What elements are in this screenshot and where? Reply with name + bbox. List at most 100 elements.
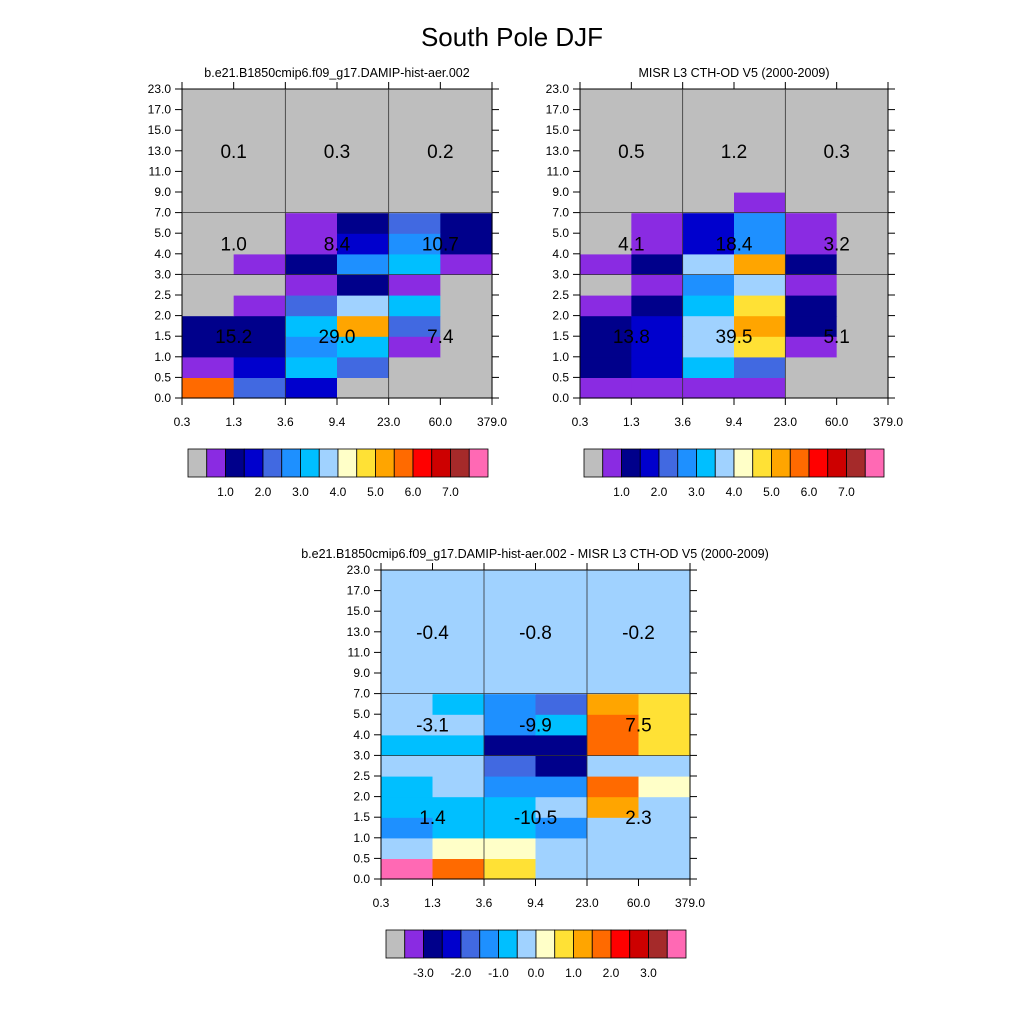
heatmap-cell [535, 734, 588, 756]
heatmap-cell [580, 377, 632, 399]
heatmap-cell [484, 858, 537, 880]
y-tick-label: 7.0 [154, 206, 171, 220]
heatmap-cell [337, 89, 390, 111]
heatmap-cell [785, 171, 838, 193]
group-value-label: 4.1 [618, 235, 644, 256]
heatmap-cell [182, 150, 235, 172]
heatmap-cell [337, 377, 390, 399]
heatmap-cell [233, 233, 286, 255]
heatmap-cell [440, 295, 493, 317]
colorbar-swatch [243, 448, 264, 478]
colorbar-label: 2.0 [651, 485, 668, 499]
heatmap-cell [535, 776, 588, 798]
heatmap-cell [631, 315, 684, 337]
x-tick-label: 9.4 [726, 415, 743, 429]
heatmap-cell [785, 274, 838, 296]
y-tick-label: 5.0 [353, 707, 370, 721]
y-tick-label: 23.0 [148, 82, 172, 96]
heatmap-cell [535, 631, 588, 653]
group-value-label: 13.8 [613, 327, 650, 348]
colorbar-swatch [356, 448, 376, 478]
y-tick-label: 13.0 [347, 625, 371, 639]
x-tick-label: 0.3 [373, 896, 390, 910]
y-tick-label: 17.0 [148, 103, 172, 117]
heatmap-cell [785, 315, 838, 337]
heatmap-cell [381, 837, 434, 859]
colorbar-swatch [385, 929, 406, 959]
heatmap-cell [631, 336, 684, 358]
colorbar-swatch [187, 448, 208, 478]
y-tick-label: 3.0 [552, 267, 569, 281]
heatmap-cell [182, 253, 235, 275]
heatmap-cell [631, 356, 684, 378]
heatmap-cell [182, 356, 235, 378]
heatmap-cell [580, 130, 632, 152]
y-tick-label: 17.0 [546, 103, 570, 117]
heatmap-cell [388, 150, 441, 172]
x-tick-label: 23.0 [575, 896, 599, 910]
heatmap-cell [638, 631, 691, 653]
heatmap-cell [432, 714, 485, 736]
heatmap-cell [836, 171, 889, 193]
x-tick-label: 60.0 [627, 896, 651, 910]
y-tick-label: 0.5 [552, 370, 569, 384]
colorbar-swatch [460, 929, 481, 959]
heatmap-cell [182, 171, 235, 193]
heatmap-cell [638, 796, 691, 818]
heatmap-cell [484, 673, 537, 695]
colorbar: -3.0 -2.0 -1.0 0.0 1.0 2.0 3.0 [385, 929, 687, 980]
heatmap-cell [388, 315, 441, 337]
y-tick-label: 1.0 [353, 831, 370, 845]
heatmap-cell [182, 130, 235, 152]
group-value-label: 10.7 [422, 235, 459, 256]
heatmap-cell [631, 89, 684, 111]
heatmap-cell [440, 274, 493, 296]
heatmap-cell [233, 171, 286, 193]
colorbar-swatch [573, 929, 593, 959]
heatmap-cell [535, 570, 588, 592]
heatmap-cell [638, 652, 691, 674]
heatmap-cell [388, 233, 441, 255]
heatmap-cell [580, 336, 632, 358]
group-value-label: 8.4 [324, 235, 351, 256]
y-tick-label: 23.0 [347, 563, 371, 577]
heatmap-cell [580, 253, 632, 275]
heatmap-cell [285, 109, 338, 131]
heatmap-cell [285, 356, 338, 378]
heatmap-cell [587, 693, 640, 715]
heatmap-cell [638, 673, 691, 695]
heatmap-cell [337, 192, 390, 214]
heatmap-cell [631, 253, 684, 275]
heatmap-cell [580, 356, 632, 378]
heatmap-cell [785, 295, 838, 317]
group-value-label: 7.5 [625, 716, 651, 737]
group-value-label: 5.1 [823, 327, 849, 348]
heatmap-cell [440, 336, 493, 358]
group-value-label: -3.1 [416, 716, 449, 737]
heatmap-cell [682, 89, 735, 111]
group-value-label: 39.5 [716, 327, 753, 348]
colorbar-swatch [591, 929, 612, 959]
heatmap-cell [337, 109, 390, 131]
heatmap-cell [182, 295, 235, 317]
heatmap-cell [734, 89, 786, 111]
heatmap-cell [682, 150, 735, 172]
colorbar-swatch [468, 448, 489, 478]
x-tick-label: 1.3 [225, 415, 242, 429]
heatmap-cell [785, 150, 838, 172]
heatmap-cell [381, 796, 434, 818]
heatmap-cell [337, 233, 390, 255]
heatmap-cell [785, 377, 838, 399]
colorbar-label: 7.0 [442, 485, 459, 499]
heatmap-cell [587, 652, 640, 674]
heatmap-cell [432, 673, 485, 695]
heatmap-cell [388, 274, 441, 296]
heatmap-cell [388, 192, 441, 214]
colorbar-label: 3.0 [292, 485, 309, 499]
heatmap-cell [682, 130, 735, 152]
panel-title: MISR L3 CTH-OD V5 (2000-2009) [638, 66, 829, 80]
heatmap-cell [381, 858, 434, 880]
y-tick-label: 0.5 [154, 370, 171, 384]
heatmap-cell [182, 192, 235, 214]
heatmap-cell [734, 377, 786, 399]
